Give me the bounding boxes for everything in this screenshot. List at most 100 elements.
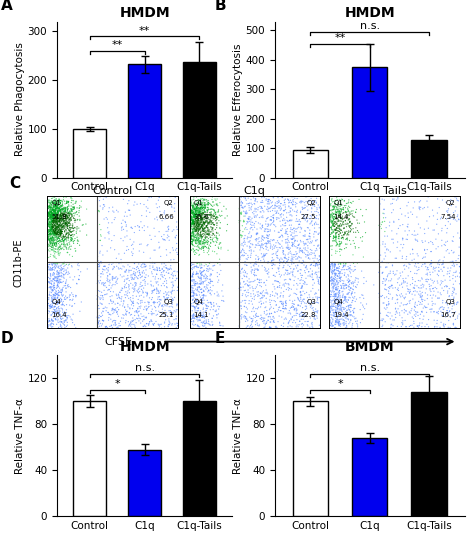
Point <box>344 289 352 298</box>
Point <box>274 277 282 286</box>
Point <box>46 202 54 211</box>
Point <box>328 223 335 231</box>
Point <box>188 218 195 226</box>
Point <box>247 247 255 256</box>
Point <box>330 309 337 318</box>
Point <box>259 213 267 222</box>
Point <box>375 268 383 277</box>
Point <box>192 280 200 288</box>
Point <box>343 314 351 323</box>
Point <box>285 196 292 205</box>
Point <box>410 284 417 292</box>
Point <box>340 296 347 305</box>
Point <box>192 225 200 233</box>
Point <box>301 268 309 277</box>
Point <box>64 293 71 302</box>
Point <box>312 261 320 270</box>
Point <box>201 196 209 204</box>
Point <box>193 214 201 222</box>
Point <box>129 264 137 273</box>
Point <box>174 283 182 292</box>
Point <box>52 229 59 238</box>
Point <box>56 208 64 216</box>
Point <box>334 195 342 204</box>
Point <box>46 213 54 221</box>
Point <box>397 240 405 249</box>
Point <box>155 264 163 273</box>
Point <box>272 322 280 330</box>
Point <box>434 209 441 217</box>
Point <box>126 303 134 312</box>
Point <box>51 225 59 234</box>
Point <box>335 287 343 296</box>
Point <box>121 282 128 291</box>
Point <box>187 212 194 221</box>
Point <box>257 275 265 284</box>
Point <box>190 321 198 329</box>
Point <box>65 218 73 226</box>
Point <box>335 224 343 232</box>
Point <box>46 207 53 216</box>
Point <box>56 238 64 246</box>
Point <box>188 215 196 224</box>
Point <box>262 242 270 250</box>
Point <box>99 267 106 276</box>
Point <box>301 232 309 240</box>
Point <box>61 316 68 325</box>
Point <box>237 315 245 323</box>
Point <box>192 206 200 215</box>
Point <box>200 200 208 209</box>
Point <box>106 292 114 301</box>
Point <box>345 289 352 298</box>
Point <box>49 307 57 316</box>
Point <box>343 284 350 292</box>
Point <box>134 262 141 271</box>
Point <box>47 216 55 225</box>
Point <box>417 289 425 298</box>
Point <box>273 202 281 210</box>
Point <box>401 308 408 317</box>
Point <box>51 303 58 312</box>
Point <box>333 277 341 286</box>
Point <box>242 299 249 307</box>
Point <box>64 233 72 242</box>
Point <box>192 296 200 305</box>
Point <box>99 291 106 300</box>
Point <box>195 303 202 312</box>
Point <box>119 302 127 310</box>
Point <box>296 247 303 256</box>
Point <box>451 193 458 201</box>
Point <box>191 208 199 216</box>
Point <box>188 231 195 239</box>
Point <box>336 299 344 308</box>
Point <box>48 207 55 215</box>
Point <box>53 270 60 278</box>
Point <box>54 268 62 277</box>
Point <box>57 210 64 218</box>
Point <box>450 259 457 268</box>
Point <box>193 200 201 208</box>
Point <box>57 219 64 228</box>
Point <box>285 317 293 326</box>
Point <box>336 208 344 217</box>
Point <box>115 321 123 330</box>
Point <box>54 223 62 231</box>
Point <box>424 263 432 272</box>
Point <box>190 203 198 211</box>
Point <box>236 218 243 227</box>
Point <box>74 236 82 244</box>
Point <box>208 217 215 225</box>
Point <box>205 266 213 274</box>
Point <box>450 301 458 309</box>
Point <box>247 263 255 272</box>
Point <box>452 256 460 265</box>
Point <box>328 321 336 329</box>
Point <box>270 216 277 225</box>
Point <box>53 217 61 226</box>
Point <box>95 263 102 271</box>
Point <box>151 285 158 294</box>
Point <box>62 211 70 220</box>
Point <box>275 228 283 237</box>
Point <box>65 226 73 235</box>
Point <box>63 244 70 252</box>
